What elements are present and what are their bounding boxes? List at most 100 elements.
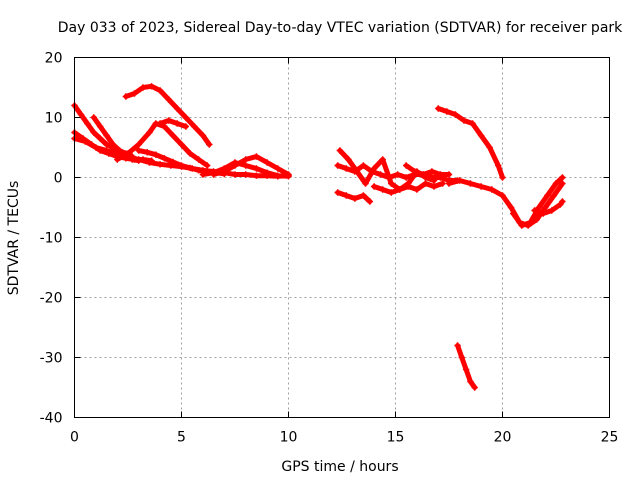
x-tick-label: 20 (494, 430, 512, 446)
data-point (471, 384, 478, 391)
data-point (77, 111, 85, 118)
data-point (131, 90, 138, 97)
data-point (253, 153, 260, 160)
data-point (135, 157, 142, 164)
series-trace (123, 83, 212, 147)
data-point (430, 183, 438, 190)
data-point (379, 156, 386, 163)
data-point (186, 150, 194, 157)
series-trace (157, 118, 189, 129)
data-point (96, 135, 104, 142)
data-point (336, 147, 344, 154)
data-point (195, 167, 202, 174)
data-point (148, 83, 155, 90)
data-point (124, 150, 132, 157)
data-point (221, 165, 228, 172)
y-axis-label: SDTVAR / TECUs (6, 181, 22, 296)
data-point (96, 123, 104, 130)
axis-ticks: 0 5 10 15 20 25 -40 -30 -20 -10 0 10 20 (40, 51, 619, 446)
data-point (210, 169, 217, 176)
data-point (360, 162, 367, 169)
data-point (396, 186, 403, 193)
data-point (499, 174, 506, 181)
data-point (370, 183, 378, 190)
data-point (253, 165, 260, 172)
data-point (420, 171, 427, 178)
data-point (169, 158, 177, 166)
data-point (486, 144, 493, 151)
series-sat-p (435, 105, 506, 181)
data-point (477, 132, 485, 139)
data-point (135, 147, 142, 154)
data-point (169, 132, 177, 139)
data-point (182, 123, 189, 130)
data-point (242, 171, 249, 178)
data-point (334, 162, 341, 169)
series-sat-e (122, 83, 213, 148)
data-point (161, 155, 168, 162)
data-point (274, 172, 281, 179)
data-point (90, 129, 97, 136)
series-trace (435, 106, 505, 180)
data-point (285, 173, 292, 180)
data-point (242, 156, 249, 163)
data-point (495, 162, 502, 169)
data-point (454, 342, 461, 349)
data-point (467, 378, 474, 385)
data-point (231, 171, 239, 178)
y-tick-label: -40 (40, 411, 63, 427)
data-point (360, 192, 367, 199)
series-sat-m (334, 189, 374, 205)
data-point (518, 222, 525, 229)
data-point (191, 123, 198, 130)
data-point (477, 183, 485, 190)
data-point (403, 174, 410, 181)
data-point (139, 84, 147, 91)
x-axis-label: GPS time / hours (281, 459, 398, 475)
data-point (343, 192, 350, 199)
data-point (182, 114, 189, 121)
series-trace (211, 154, 291, 177)
data-point (462, 366, 470, 373)
y-tick-label: 20 (45, 51, 63, 67)
x-tick-label: 5 (177, 430, 186, 446)
data-point (146, 129, 153, 136)
data-point (539, 210, 547, 217)
data-point (452, 111, 459, 118)
data-point (544, 192, 551, 199)
series-sat-q (445, 177, 566, 229)
data-point (366, 198, 374, 205)
data-point (559, 174, 566, 181)
data-point (403, 162, 410, 169)
grid (74, 57, 610, 418)
series-sat-n (370, 180, 446, 196)
series-trace (337, 148, 437, 192)
data-point (456, 177, 463, 184)
data-point (178, 141, 185, 148)
data-point (165, 117, 172, 124)
data-point (103, 141, 110, 148)
data-point (203, 162, 211, 169)
data-point (84, 120, 91, 127)
data-point (460, 117, 468, 124)
data-point (550, 192, 558, 199)
data-point (445, 171, 453, 178)
data-point (334, 189, 341, 196)
data-point (231, 159, 239, 166)
series-sat-o (403, 162, 453, 178)
data-point (559, 180, 566, 187)
data-point (174, 105, 181, 112)
x-tick-label: 15 (387, 430, 405, 446)
data-point (263, 159, 271, 166)
data-point (527, 219, 534, 226)
data-series (71, 83, 566, 391)
data-point (428, 168, 436, 175)
data-point (370, 165, 378, 172)
data-point (174, 120, 181, 127)
data-point (405, 183, 412, 190)
series-sat-s (531, 198, 566, 217)
data-point (148, 157, 155, 164)
data-point (362, 180, 369, 187)
data-point (253, 172, 260, 179)
